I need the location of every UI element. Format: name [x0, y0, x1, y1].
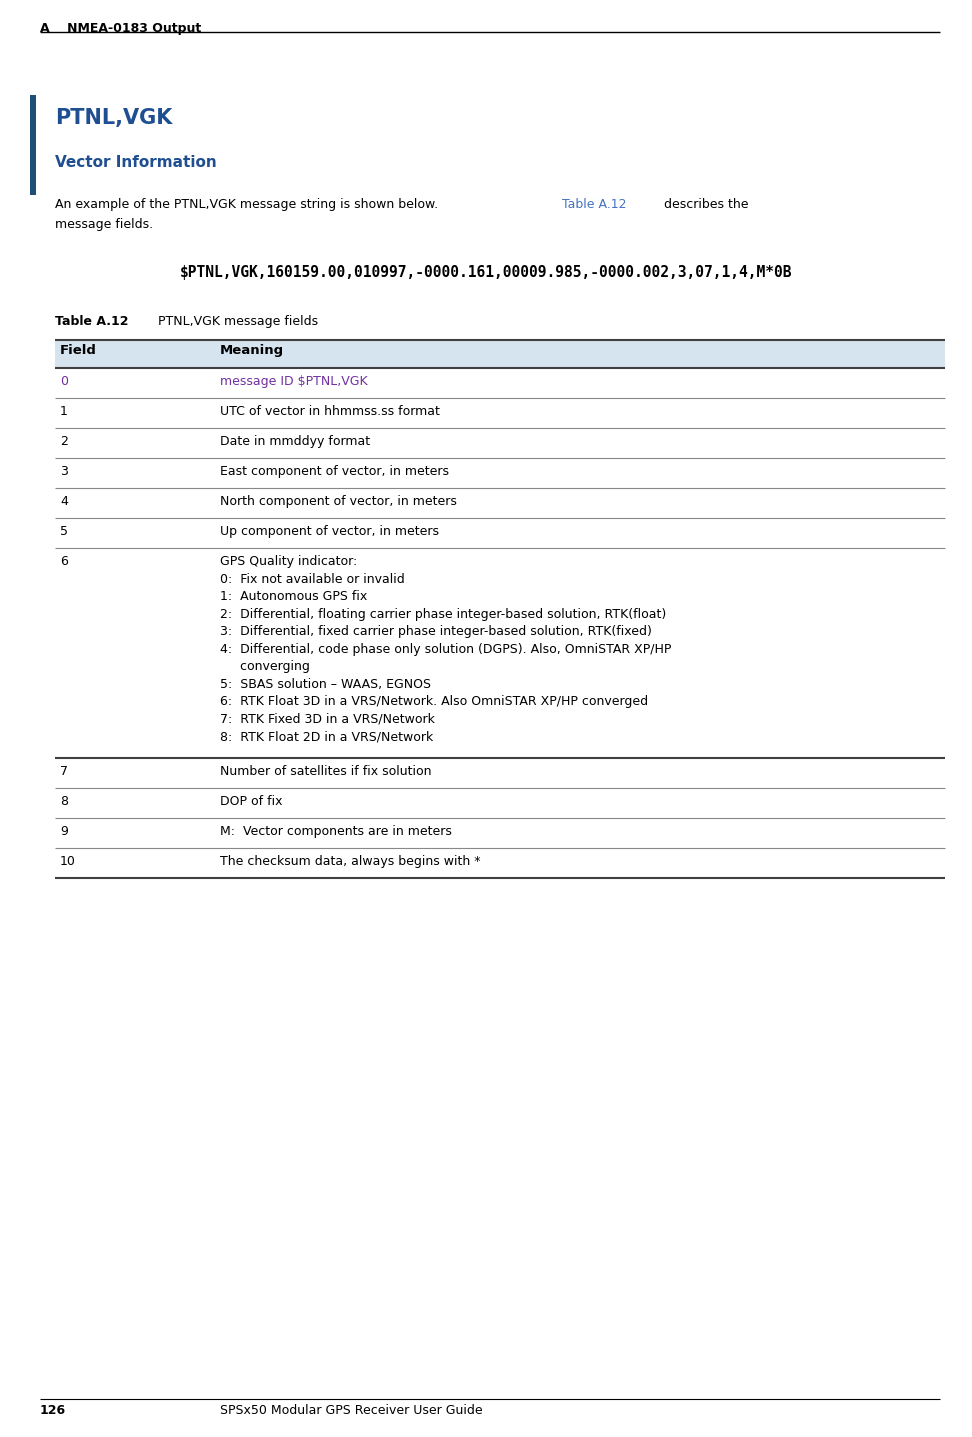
Text: 1:  Autonomous GPS fix: 1: Autonomous GPS fix — [220, 591, 367, 604]
Text: 6: 6 — [60, 555, 68, 568]
Text: 8:  RTK Float 2D in a VRS/Network: 8: RTK Float 2D in a VRS/Network — [220, 730, 434, 743]
Text: 7:  RTK Fixed 3D in a VRS/Network: 7: RTK Fixed 3D in a VRS/Network — [220, 713, 434, 726]
Bar — [30, 95, 36, 195]
Text: 7: 7 — [60, 764, 68, 777]
Text: 1: 1 — [60, 405, 68, 418]
Text: PTNL,VGK: PTNL,VGK — [55, 108, 172, 128]
Text: The checksum data, always begins with *: The checksum data, always begins with * — [220, 855, 480, 868]
Text: 3: 3 — [60, 466, 68, 479]
Text: 5: 5 — [60, 525, 68, 537]
Text: PTNL,VGK message fields: PTNL,VGK message fields — [142, 315, 318, 328]
Text: 0:  Fix not available or invalid: 0: Fix not available or invalid — [220, 572, 404, 585]
Text: message fields.: message fields. — [55, 218, 154, 231]
Text: Vector Information: Vector Information — [55, 155, 217, 170]
Text: 4:  Differential, code phase only solution (DGPS). Also, OmniSTAR XP/HP: 4: Differential, code phase only solutio… — [220, 642, 672, 655]
Text: Date in mmddyy format: Date in mmddyy format — [220, 435, 370, 448]
Text: Table A.12: Table A.12 — [562, 198, 627, 211]
Text: M:  Vector components are in meters: M: Vector components are in meters — [220, 825, 452, 838]
Text: Up component of vector, in meters: Up component of vector, in meters — [220, 525, 439, 537]
Text: Number of satellites if fix solution: Number of satellites if fix solution — [220, 764, 432, 777]
Text: 5:  SBAS solution – WAAS, EGNOS: 5: SBAS solution – WAAS, EGNOS — [220, 677, 431, 691]
Text: 4: 4 — [60, 494, 68, 509]
Text: 0: 0 — [60, 375, 68, 388]
Text: SPSx50 Modular GPS Receiver User Guide: SPSx50 Modular GPS Receiver User Guide — [220, 1404, 483, 1417]
Text: message ID $PTNL,VGK: message ID $PTNL,VGK — [220, 375, 367, 388]
Bar — [55, 341, 945, 368]
Text: East component of vector, in meters: East component of vector, in meters — [220, 466, 449, 479]
Text: 3:  Differential, fixed carrier phase integer-based solution, RTK(fixed): 3: Differential, fixed carrier phase int… — [220, 625, 652, 638]
Text: Table A.12: Table A.12 — [55, 315, 128, 328]
Text: describes the: describes the — [660, 198, 748, 211]
Text: 126: 126 — [40, 1404, 66, 1417]
Text: 9: 9 — [60, 825, 68, 838]
Text: 2:  Differential, floating carrier phase integer-based solution, RTK(float): 2: Differential, floating carrier phase … — [220, 608, 666, 621]
Text: North component of vector, in meters: North component of vector, in meters — [220, 494, 457, 509]
Text: 8: 8 — [60, 795, 68, 808]
Text: GPS Quality indicator:: GPS Quality indicator: — [220, 555, 358, 568]
Text: DOP of fix: DOP of fix — [220, 795, 283, 808]
Text: A    NMEA-0183 Output: A NMEA-0183 Output — [40, 22, 201, 34]
Text: converging: converging — [220, 660, 310, 673]
Text: 10: 10 — [60, 855, 76, 868]
Text: 2: 2 — [60, 435, 68, 448]
Text: Field: Field — [60, 343, 97, 356]
Text: $PTNL,VGK,160159.00,010997,-0000.161,00009.985,-0000.002,3,07,1,4,M*0B: $PTNL,VGK,160159.00,010997,-0000.161,000… — [180, 264, 792, 280]
Text: Meaning: Meaning — [220, 343, 284, 356]
Text: UTC of vector in hhmmss.ss format: UTC of vector in hhmmss.ss format — [220, 405, 440, 418]
Text: An example of the PTNL,VGK message string is shown below.: An example of the PTNL,VGK message strin… — [55, 198, 442, 211]
Text: 6:  RTK Float 3D in a VRS/Network. Also OmniSTAR XP/HP converged: 6: RTK Float 3D in a VRS/Network. Also O… — [220, 696, 648, 708]
